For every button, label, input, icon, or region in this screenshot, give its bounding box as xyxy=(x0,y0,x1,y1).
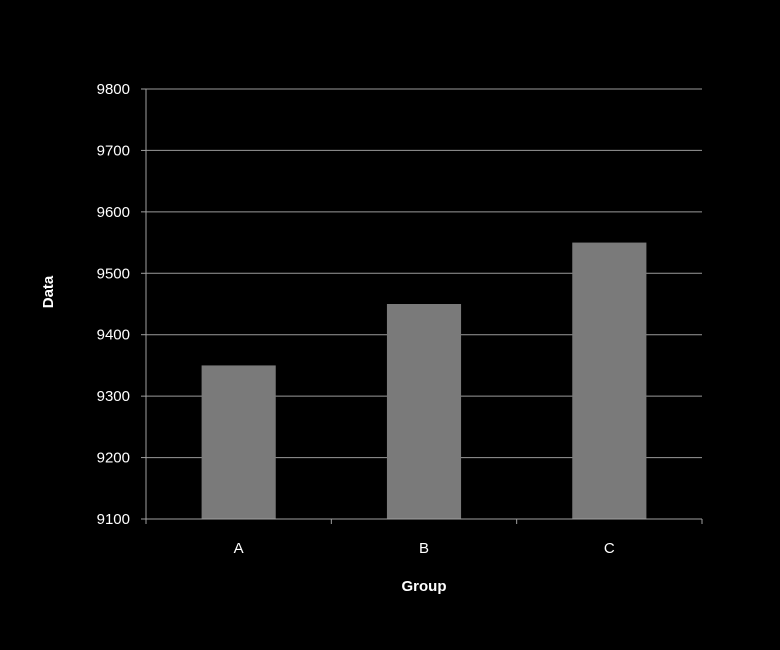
y-tick-label: 9300 xyxy=(97,388,130,405)
y-tick-label: 9200 xyxy=(97,450,130,467)
bars xyxy=(201,242,647,520)
x-tick-label: C xyxy=(604,540,615,557)
y-tick-label: 9700 xyxy=(97,142,130,159)
x-tick-label: B xyxy=(419,540,429,557)
y-tick-label: 9800 xyxy=(97,81,130,98)
y-tick-label: 9400 xyxy=(97,327,130,344)
axes xyxy=(141,88,703,524)
y-axis-title: Data xyxy=(40,275,57,308)
bar-b xyxy=(386,304,462,519)
y-tick-label: 9100 xyxy=(97,511,130,528)
tick-labels: 9100 9200 9300 9400 9500 9600 9700 9800 A B C xyxy=(97,81,615,557)
y-tick-label: 9600 xyxy=(97,204,130,221)
bar-a xyxy=(201,365,276,519)
x-tick-label: A xyxy=(234,540,244,557)
x-axis-title: Group xyxy=(402,578,447,595)
y-tick-label: 9500 xyxy=(97,265,130,282)
bar-c xyxy=(572,242,647,520)
